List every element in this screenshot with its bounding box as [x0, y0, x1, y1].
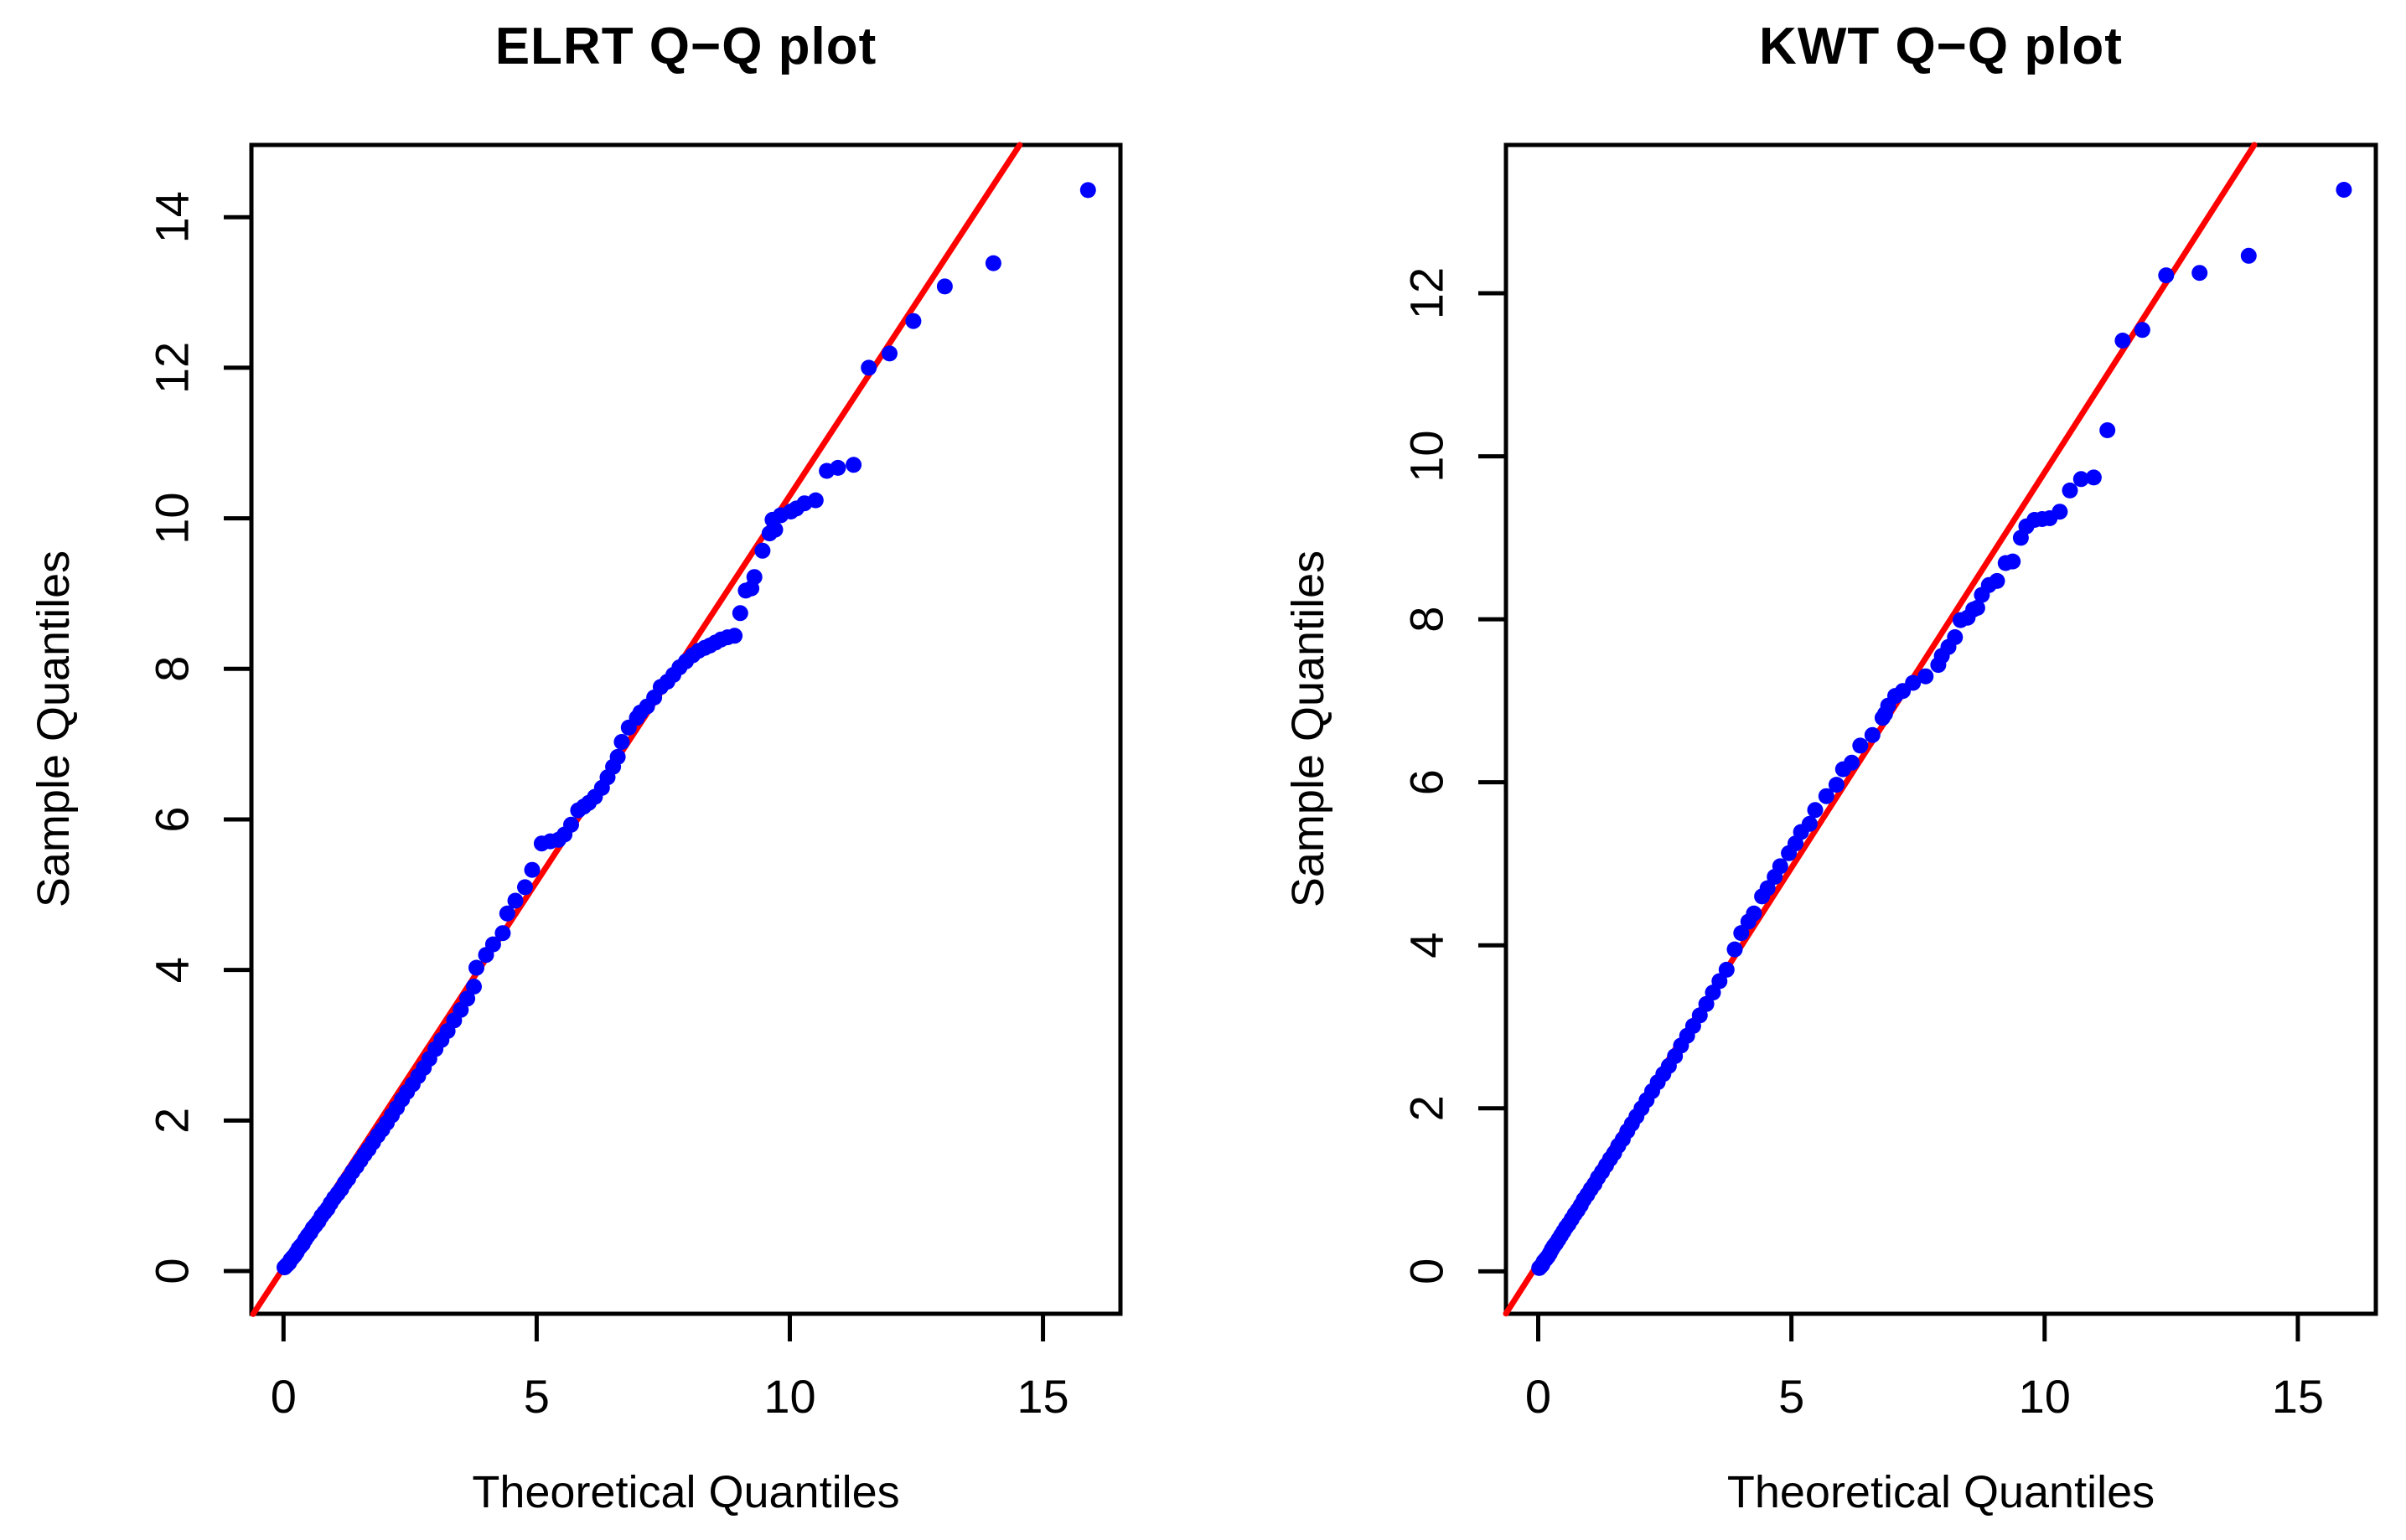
y-axis-label-kwt: Sample Quantiles	[1283, 550, 1333, 908]
y-tick-label: 8	[1400, 607, 1453, 633]
y-tick-label: 10	[1400, 430, 1453, 482]
x-tick-label: 10	[763, 1370, 815, 1423]
y-tick-label: 2	[1400, 1095, 1453, 1121]
y-tick-label: 0	[146, 1258, 199, 1284]
y-tick-label: 12	[1400, 267, 1453, 319]
panel-title-elrt: ELRT Q−Q plot	[494, 18, 877, 75]
plot-box	[1503, 142, 2378, 1316]
y-tick-label: 2	[146, 1108, 199, 1134]
y-tick-label: 8	[146, 656, 199, 682]
qq-points	[1531, 182, 2352, 1276]
x-tick-label: 0	[1525, 1370, 1551, 1423]
y-tick-label: 6	[1400, 769, 1453, 795]
x-tick-label: 0	[271, 1370, 297, 1423]
x-tick-label: 10	[2019, 1370, 2071, 1423]
y-tick-label: 14	[146, 191, 199, 243]
qq-panel-kwt: 0 5 10 15 0 2 4 6 8 10 12	[1400, 142, 2378, 1423]
y-tick-label: 6	[146, 806, 199, 832]
x-axis-label-kwt: Theoretical Quantiles	[1726, 1467, 2155, 1517]
y-tick-label: 10	[146, 492, 199, 544]
x-tick-label: 15	[1017, 1370, 1068, 1423]
x-tick-label: 5	[1778, 1370, 1804, 1423]
qq-points	[277, 182, 1096, 1276]
y-axis-label-elrt: Sample Quantiles	[28, 550, 79, 908]
y-tick-label: 12	[146, 342, 199, 394]
x-axis-label-elrt: Theoretical Quantiles	[472, 1467, 900, 1517]
y-tick-label: 4	[1400, 933, 1453, 959]
y-tick-label: 0	[1400, 1258, 1453, 1284]
plot-box	[249, 142, 1123, 1316]
x-tick-label: 5	[524, 1370, 550, 1423]
x-tick-label: 15	[2272, 1370, 2324, 1423]
y-tick-label: 4	[146, 957, 199, 983]
qq-panel-elrt: 0 5 10 15 0 2 4 6 8 10 12 14	[146, 142, 1123, 1423]
panel-title-kwt: KWT Q−Q plot	[1759, 18, 2123, 75]
